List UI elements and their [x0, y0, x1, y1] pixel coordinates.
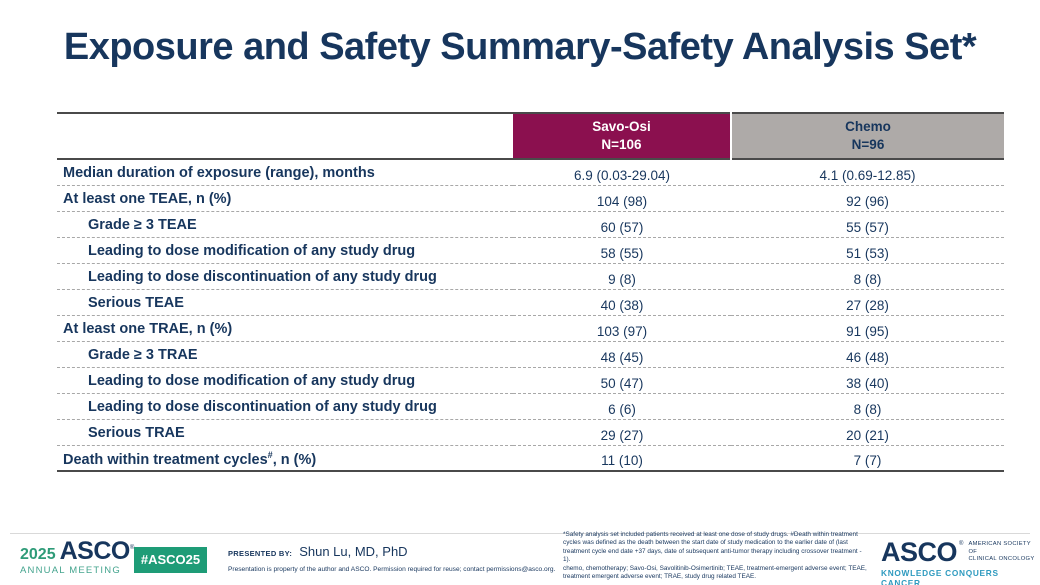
row-label: At least one TEAE, n (%)	[63, 191, 232, 207]
presented-by-row: PRESENTED BY: Shun Lu, MD, PhD	[228, 544, 555, 559]
asco-society-logo: ASCO ® AMERICAN SOCIETY OF CLINICAL ONCO…	[881, 539, 1040, 585]
table-row: At least one TRAE, n (%) 103 (97) 91 (95)	[57, 315, 1004, 341]
asco-logo-top: ASCO ® AMERICAN SOCIETY OF CLINICAL ONCO…	[881, 539, 1040, 566]
value-cell-chemo: 55 (57)	[846, 219, 889, 235]
presenter-name: Shun Lu, MD, PhD	[299, 544, 408, 559]
table-body: Median duration of exposure (range), mon…	[57, 159, 1004, 471]
footnote-marker: #	[267, 449, 273, 460]
row-label: Serious TRAE	[88, 425, 185, 441]
meeting-year: 2025	[20, 546, 56, 563]
asco-society-line2: CLINICAL ONCOLOGY	[968, 556, 1035, 563]
table-row: Grade ≥ 3 TEAE 60 (57) 55 (57)	[57, 211, 1004, 237]
asco-society-name: AMERICAN SOCIETY OF CLINICAL ONCOLOGY	[968, 541, 1040, 564]
meeting-subtitle: ANNUAL MEETING	[20, 565, 121, 576]
header-empty-cell	[57, 113, 513, 159]
table-row: Serious TRAE 29 (27) 20 (21)	[57, 419, 1004, 445]
value-cell-savo: 58 (55)	[600, 245, 644, 261]
slide-title: Exposure and Safety Summary-Safety Analy…	[63, 26, 977, 68]
table-row: Median duration of exposure (range), mon…	[57, 159, 1004, 185]
presented-by-block: PRESENTED BY: Shun Lu, MD, PhD Presentat…	[228, 544, 555, 573]
asco-annual-meeting-logo: 2025 ASCO ® ANNUAL MEETING	[20, 537, 135, 576]
footnote-definitions: *Safety analysis set included patients r…	[563, 531, 862, 564]
row-label: Serious TEAE	[88, 295, 184, 311]
table-row: Death within treatment cycles#, n (%) 11 …	[57, 445, 1004, 471]
asco-society-line1: AMERICAN SOCIETY OF	[968, 540, 1031, 555]
value-cell-chemo: 7 (7)	[853, 453, 882, 468]
meeting-org: ASCO	[59, 537, 131, 565]
asco-tagline: KNOWLEDGE CONQUERS CANCER	[881, 568, 999, 585]
value-cell-chemo: 38 (40)	[846, 375, 889, 391]
value-cell-savo: 40 (38)	[600, 297, 644, 313]
column-title-chemo: Chemo	[845, 118, 891, 134]
row-label: At least one TRAE, n (%)	[63, 321, 233, 337]
value-cell-savo: 29 (27)	[600, 427, 644, 443]
header-chemo: Chemo N=96	[730, 113, 1004, 159]
table-row: Leading to dose discontinuation of any s…	[57, 393, 1004, 419]
footer-divider	[10, 533, 1030, 534]
table-row: Leading to dose modification of any stud…	[57, 367, 1004, 393]
value-cell-savo: 104 (98)	[596, 193, 648, 209]
value-cell-chemo: 91 (95)	[846, 323, 889, 339]
value-cell-chemo: 8 (8)	[853, 271, 882, 287]
value-cell-chemo: 46 (48)	[846, 349, 889, 365]
row-label: Median duration of exposure (range), mon…	[63, 165, 375, 182]
table-row: At least one TEAE, n (%) 104 (98) 92 (96)	[57, 185, 1004, 211]
value-cell-chemo: 27 (28)	[846, 297, 889, 313]
row-label: Death within treatment cycles#, n (%)	[63, 449, 317, 468]
value-cell-savo: 50 (47)	[600, 375, 644, 391]
footnote-abbreviations: chemo, chemotherapy; Savo-Osi, Savolitin…	[563, 564, 867, 581]
safety-table: Savo-Osi N=106 Chemo N=96 Median duratio…	[57, 112, 1004, 472]
value-cell-savo: 103 (97)	[596, 323, 648, 339]
value-cell-savo: 48 (45)	[600, 349, 644, 365]
value-cell-savo: 60 (57)	[600, 219, 644, 235]
footnote-block: *Safety analysis set included patients r…	[563, 531, 870, 582]
table-header-row: Savo-Osi N=106 Chemo N=96	[57, 113, 1004, 159]
table-row: Grade ≥ 3 TRAE 48 (45) 46 (48)	[57, 341, 1004, 367]
row-label: Leading to dose discontinuation of any s…	[88, 269, 437, 285]
safety-table-container: Savo-Osi N=106 Chemo N=96 Median duratio…	[57, 112, 1004, 472]
row-label: Leading to dose modification of any stud…	[88, 243, 416, 259]
meeting-logo-top: 2025 ASCO ®	[20, 537, 135, 565]
value-cell-savo: 11 (10)	[601, 453, 643, 468]
hashtag-badge: #ASCO25	[134, 547, 207, 573]
column-n-chemo: N=96	[851, 137, 885, 152]
value-cell-chemo: 20 (21)	[846, 427, 889, 443]
value-cell-savo: 9 (8)	[608, 271, 636, 287]
asco-wordmark: ASCO	[881, 537, 958, 567]
row-label: Grade ≥ 3 TRAE	[88, 347, 198, 363]
registered-mark-icon: ®	[129, 545, 135, 551]
registered-mark-icon: ®	[959, 541, 964, 547]
value-cell-chemo: 51 (53)	[846, 245, 889, 261]
value-cell-chemo: 8 (8)	[853, 401, 882, 417]
value-cell-chemo: 92 (96)	[846, 193, 889, 209]
presented-by-label: PRESENTED BY:	[228, 549, 293, 558]
header-savo-osi: Savo-Osi N=106	[513, 113, 731, 159]
column-n-savo-osi: N=106	[601, 137, 642, 152]
value-cell-chemo: 4.1 (0.69-12.85)	[819, 167, 916, 183]
column-title-savo-osi: Savo-Osi	[592, 118, 651, 134]
value-cell-savo: 6 (6)	[608, 401, 636, 417]
row-label: Grade ≥ 3 TEAE	[88, 217, 197, 233]
table-row: Leading to dose modification of any stud…	[57, 237, 1004, 263]
row-label: Leading to dose discontinuation of any s…	[88, 399, 437, 415]
permission-notice: Presentation is property of the author a…	[228, 566, 556, 573]
row-label: Leading to dose modification of any stud…	[88, 373, 416, 389]
value-cell-savo: 6.9 (0.03-29.04)	[573, 167, 671, 183]
table-row: Serious TEAE 40 (38) 27 (28)	[57, 289, 1004, 315]
table-row: Leading to dose discontinuation of any s…	[57, 263, 1004, 289]
